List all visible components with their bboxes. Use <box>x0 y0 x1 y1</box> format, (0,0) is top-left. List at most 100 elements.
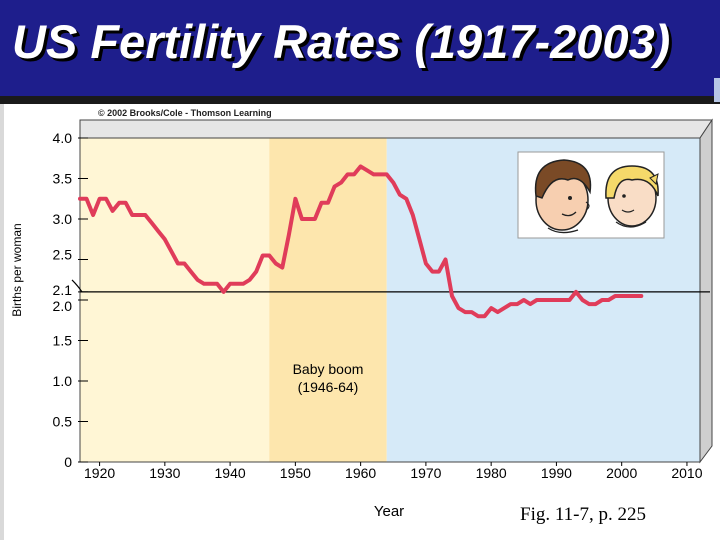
data-point <box>626 294 630 298</box>
data-point <box>359 164 363 168</box>
data-point <box>541 298 546 302</box>
data-point <box>293 197 297 201</box>
y-axis-title: Births per woman <box>10 223 24 317</box>
data-point <box>300 217 304 221</box>
data-point <box>509 302 513 306</box>
data-point <box>228 282 232 286</box>
data-point <box>163 237 167 241</box>
title-bar: US Fertility Rates (1917-2003) <box>0 0 720 100</box>
data-point <box>607 298 611 302</box>
data-point <box>424 261 428 266</box>
data-point <box>280 266 284 270</box>
period-baby-boom <box>269 138 387 462</box>
y-tick-label: 3.0 <box>53 211 73 227</box>
data-point <box>137 213 141 217</box>
y-tick-label: 0.5 <box>53 414 73 430</box>
data-point <box>287 233 291 237</box>
data-point <box>215 282 219 286</box>
data-point <box>195 278 200 282</box>
data-point <box>326 201 330 205</box>
girl-face-illustration <box>605 165 659 228</box>
data-point <box>391 181 395 185</box>
replacement-level-pointer <box>71 279 83 293</box>
figure-reference: Fig. 11-7, p. 225 <box>520 504 646 525</box>
data-point <box>235 282 239 286</box>
data-point <box>306 217 310 221</box>
data-point <box>580 298 585 302</box>
x-tick-label: 1970 <box>410 465 441 481</box>
data-point <box>411 213 415 217</box>
data-point <box>443 257 448 262</box>
data-point <box>613 294 617 298</box>
data-point <box>450 294 454 298</box>
data-point <box>456 306 461 310</box>
data-point <box>567 298 572 302</box>
y-tick-label: 1.5 <box>53 333 73 349</box>
annotation-line-title: Baby boom <box>292 361 364 377</box>
data-point <box>463 310 467 314</box>
data-point <box>470 310 474 314</box>
data-point <box>313 217 317 221</box>
x-axis-title: Year <box>373 503 405 520</box>
data-point <box>130 213 134 217</box>
data-point <box>476 314 480 318</box>
y-tick-label: 0 <box>64 454 72 470</box>
chart-3d-right-face <box>699 118 713 464</box>
x-tick-label: 1990 <box>541 465 572 481</box>
data-point <box>104 197 108 201</box>
data-point <box>417 237 421 241</box>
data-point <box>554 298 559 302</box>
data-point <box>398 193 402 197</box>
data-point <box>189 270 193 274</box>
annotation-line-years: (1946-64) <box>297 379 359 395</box>
data-point <box>620 294 624 298</box>
data-point <box>600 298 604 302</box>
y-tick-label: 3.5 <box>53 171 73 187</box>
x-tick-label: 2010 <box>671 465 702 481</box>
data-point <box>372 172 376 176</box>
data-point <box>156 229 160 233</box>
y-tick-label: 2.5 <box>53 247 73 263</box>
data-point <box>332 185 337 189</box>
data-point <box>98 197 102 201</box>
data-point <box>248 278 252 282</box>
data-point <box>365 168 369 172</box>
period-before-boom <box>80 138 270 462</box>
data-point <box>339 181 343 185</box>
title-underline-band <box>0 96 720 104</box>
data-point <box>430 270 434 274</box>
x-tick-label: 1920 <box>84 465 115 481</box>
data-point <box>143 213 147 217</box>
data-point <box>182 261 186 266</box>
data-point <box>261 253 265 258</box>
data-point <box>385 172 389 176</box>
data-point <box>352 172 356 176</box>
slide-title: US Fertility Rates (1917-2003) <box>12 15 671 68</box>
data-point <box>594 302 598 306</box>
data-point <box>319 201 324 205</box>
y-tick-label: 1.0 <box>53 373 73 389</box>
y-tick-label: 2.0 <box>53 298 73 314</box>
data-point <box>528 302 532 306</box>
data-point <box>496 310 500 314</box>
data-point <box>378 172 382 176</box>
data-point <box>222 290 226 294</box>
y-tick-label: 2.1 <box>53 282 73 298</box>
x-tick-label: 1980 <box>476 465 507 481</box>
data-point <box>587 302 591 306</box>
data-point <box>208 282 213 286</box>
data-point <box>483 314 487 318</box>
data-point <box>124 201 128 205</box>
left-edge-strip <box>0 104 4 540</box>
data-point <box>404 197 408 201</box>
data-point <box>437 270 441 274</box>
data-point <box>254 270 258 274</box>
data-point <box>176 261 180 266</box>
x-tick-label: 1950 <box>280 465 311 481</box>
x-tick-label: 2000 <box>606 465 637 481</box>
data-point <box>202 282 206 286</box>
data-point <box>489 306 493 310</box>
data-point <box>633 294 637 298</box>
copyright-notice: © 2002 Brooks/Cole - Thomson Learning <box>98 108 272 118</box>
